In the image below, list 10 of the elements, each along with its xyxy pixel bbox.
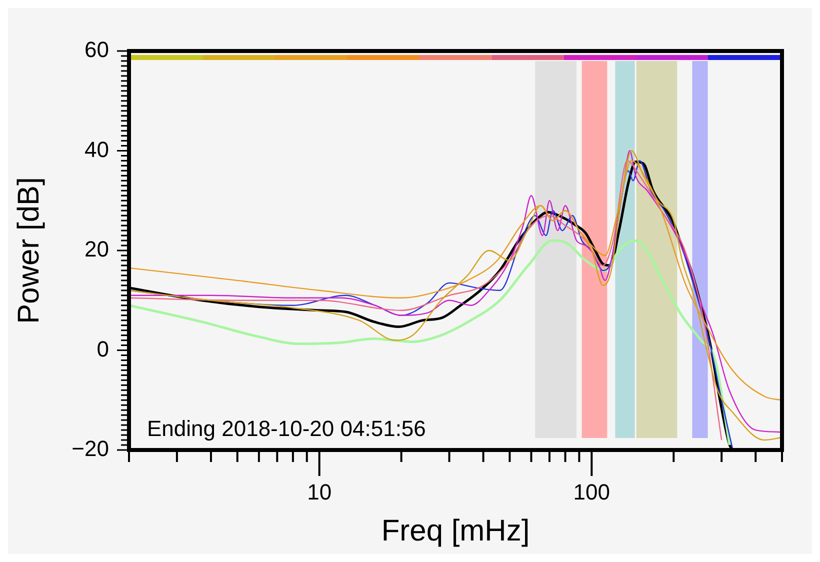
y-tick-label: −20 xyxy=(72,436,109,462)
y-tick-label: 20 xyxy=(84,236,109,262)
y-tick-label: 0 xyxy=(96,336,109,362)
y-tick-label: 40 xyxy=(84,136,109,162)
x-tick-label: 100 xyxy=(573,479,610,504)
y-tick-label: 60 xyxy=(84,37,109,62)
y-axis-title: Power [dB] xyxy=(12,177,46,324)
x-axis-title: Freq [mHz] xyxy=(381,514,530,548)
x-tick-label: 10 xyxy=(307,479,332,504)
annotation: Ending 2018-10-20 04:51:56 xyxy=(147,416,426,441)
